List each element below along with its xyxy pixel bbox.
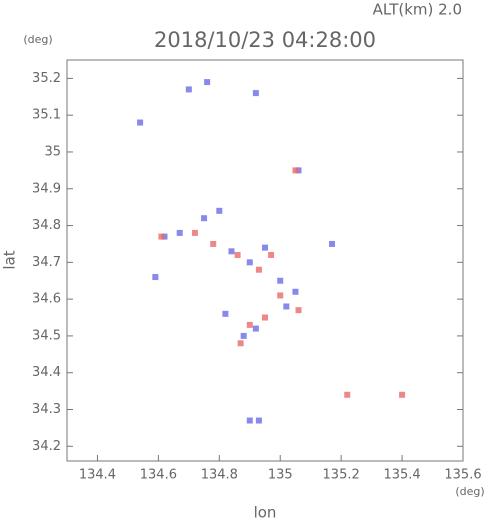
y-tick-label: 34.3 bbox=[32, 402, 61, 417]
x-tick-label: 135 bbox=[268, 468, 293, 483]
echo-point bbox=[152, 274, 159, 281]
y-tick-label: 35.1 bbox=[32, 108, 61, 123]
echo-point bbox=[399, 391, 406, 398]
x-tick-label: 135.2 bbox=[323, 468, 360, 483]
echo-point bbox=[158, 233, 165, 240]
echo-point bbox=[255, 266, 262, 273]
y-tick-label: 34.8 bbox=[32, 218, 61, 233]
altitude-label: ALT(km) 2.0 bbox=[373, 1, 462, 19]
echo-point bbox=[246, 417, 253, 424]
echo-point bbox=[176, 229, 183, 236]
echo-point bbox=[161, 233, 168, 240]
chart-title: 2018/10/23 04:28:00 bbox=[154, 28, 376, 52]
echo-point bbox=[252, 325, 259, 332]
echo-point bbox=[277, 292, 284, 299]
echo-point bbox=[329, 240, 336, 247]
y-unit: (deg) bbox=[23, 33, 52, 46]
echo-point bbox=[295, 167, 302, 174]
echo-point bbox=[216, 207, 223, 214]
echo-point bbox=[246, 259, 253, 266]
echo-point bbox=[292, 288, 299, 295]
echo-point bbox=[246, 321, 253, 328]
y-tick-label: 34.9 bbox=[32, 181, 61, 196]
y-tick-label: 34.6 bbox=[32, 292, 61, 307]
x-unit: (deg) bbox=[455, 485, 484, 498]
y-tick-label: 34.2 bbox=[32, 439, 61, 454]
x-tick-label: 135.4 bbox=[383, 468, 420, 483]
echo-point bbox=[277, 277, 284, 284]
y-tick-label: 35 bbox=[44, 144, 61, 159]
echo-point bbox=[137, 119, 144, 126]
y-tick-label: 34.4 bbox=[32, 365, 61, 380]
echo-point bbox=[268, 251, 275, 258]
y-tick-label: 34.7 bbox=[32, 255, 61, 270]
echo-point bbox=[204, 79, 211, 86]
y-tick-label: 34.5 bbox=[32, 328, 61, 343]
echo-point bbox=[201, 215, 208, 222]
y-tick-label: 35.2 bbox=[32, 71, 61, 86]
echo-point bbox=[222, 310, 229, 317]
echo-point bbox=[255, 417, 262, 424]
echo-point bbox=[191, 229, 198, 236]
echo-point bbox=[292, 167, 299, 174]
echo-point bbox=[185, 86, 192, 93]
echo-point bbox=[210, 240, 217, 247]
echo-point bbox=[237, 340, 244, 347]
x-tick-label: 134.6 bbox=[140, 468, 177, 483]
x-tick-label: 134.8 bbox=[201, 468, 238, 483]
y-axis-label: lat bbox=[1, 250, 19, 269]
x-axis-label: lon bbox=[254, 504, 277, 521]
echo-point bbox=[262, 314, 268, 321]
echo-point bbox=[344, 391, 351, 398]
plot-frame bbox=[66, 59, 464, 462]
echo-point bbox=[234, 251, 241, 258]
echo-point bbox=[295, 307, 302, 314]
x-tick-label: 135.6 bbox=[444, 468, 481, 483]
echo-point bbox=[262, 244, 268, 251]
echo-point bbox=[252, 90, 259, 97]
echo-point bbox=[283, 303, 290, 310]
echo-point bbox=[228, 248, 235, 255]
x-tick-label: 134.4 bbox=[79, 468, 116, 483]
echo-point bbox=[240, 332, 247, 339]
